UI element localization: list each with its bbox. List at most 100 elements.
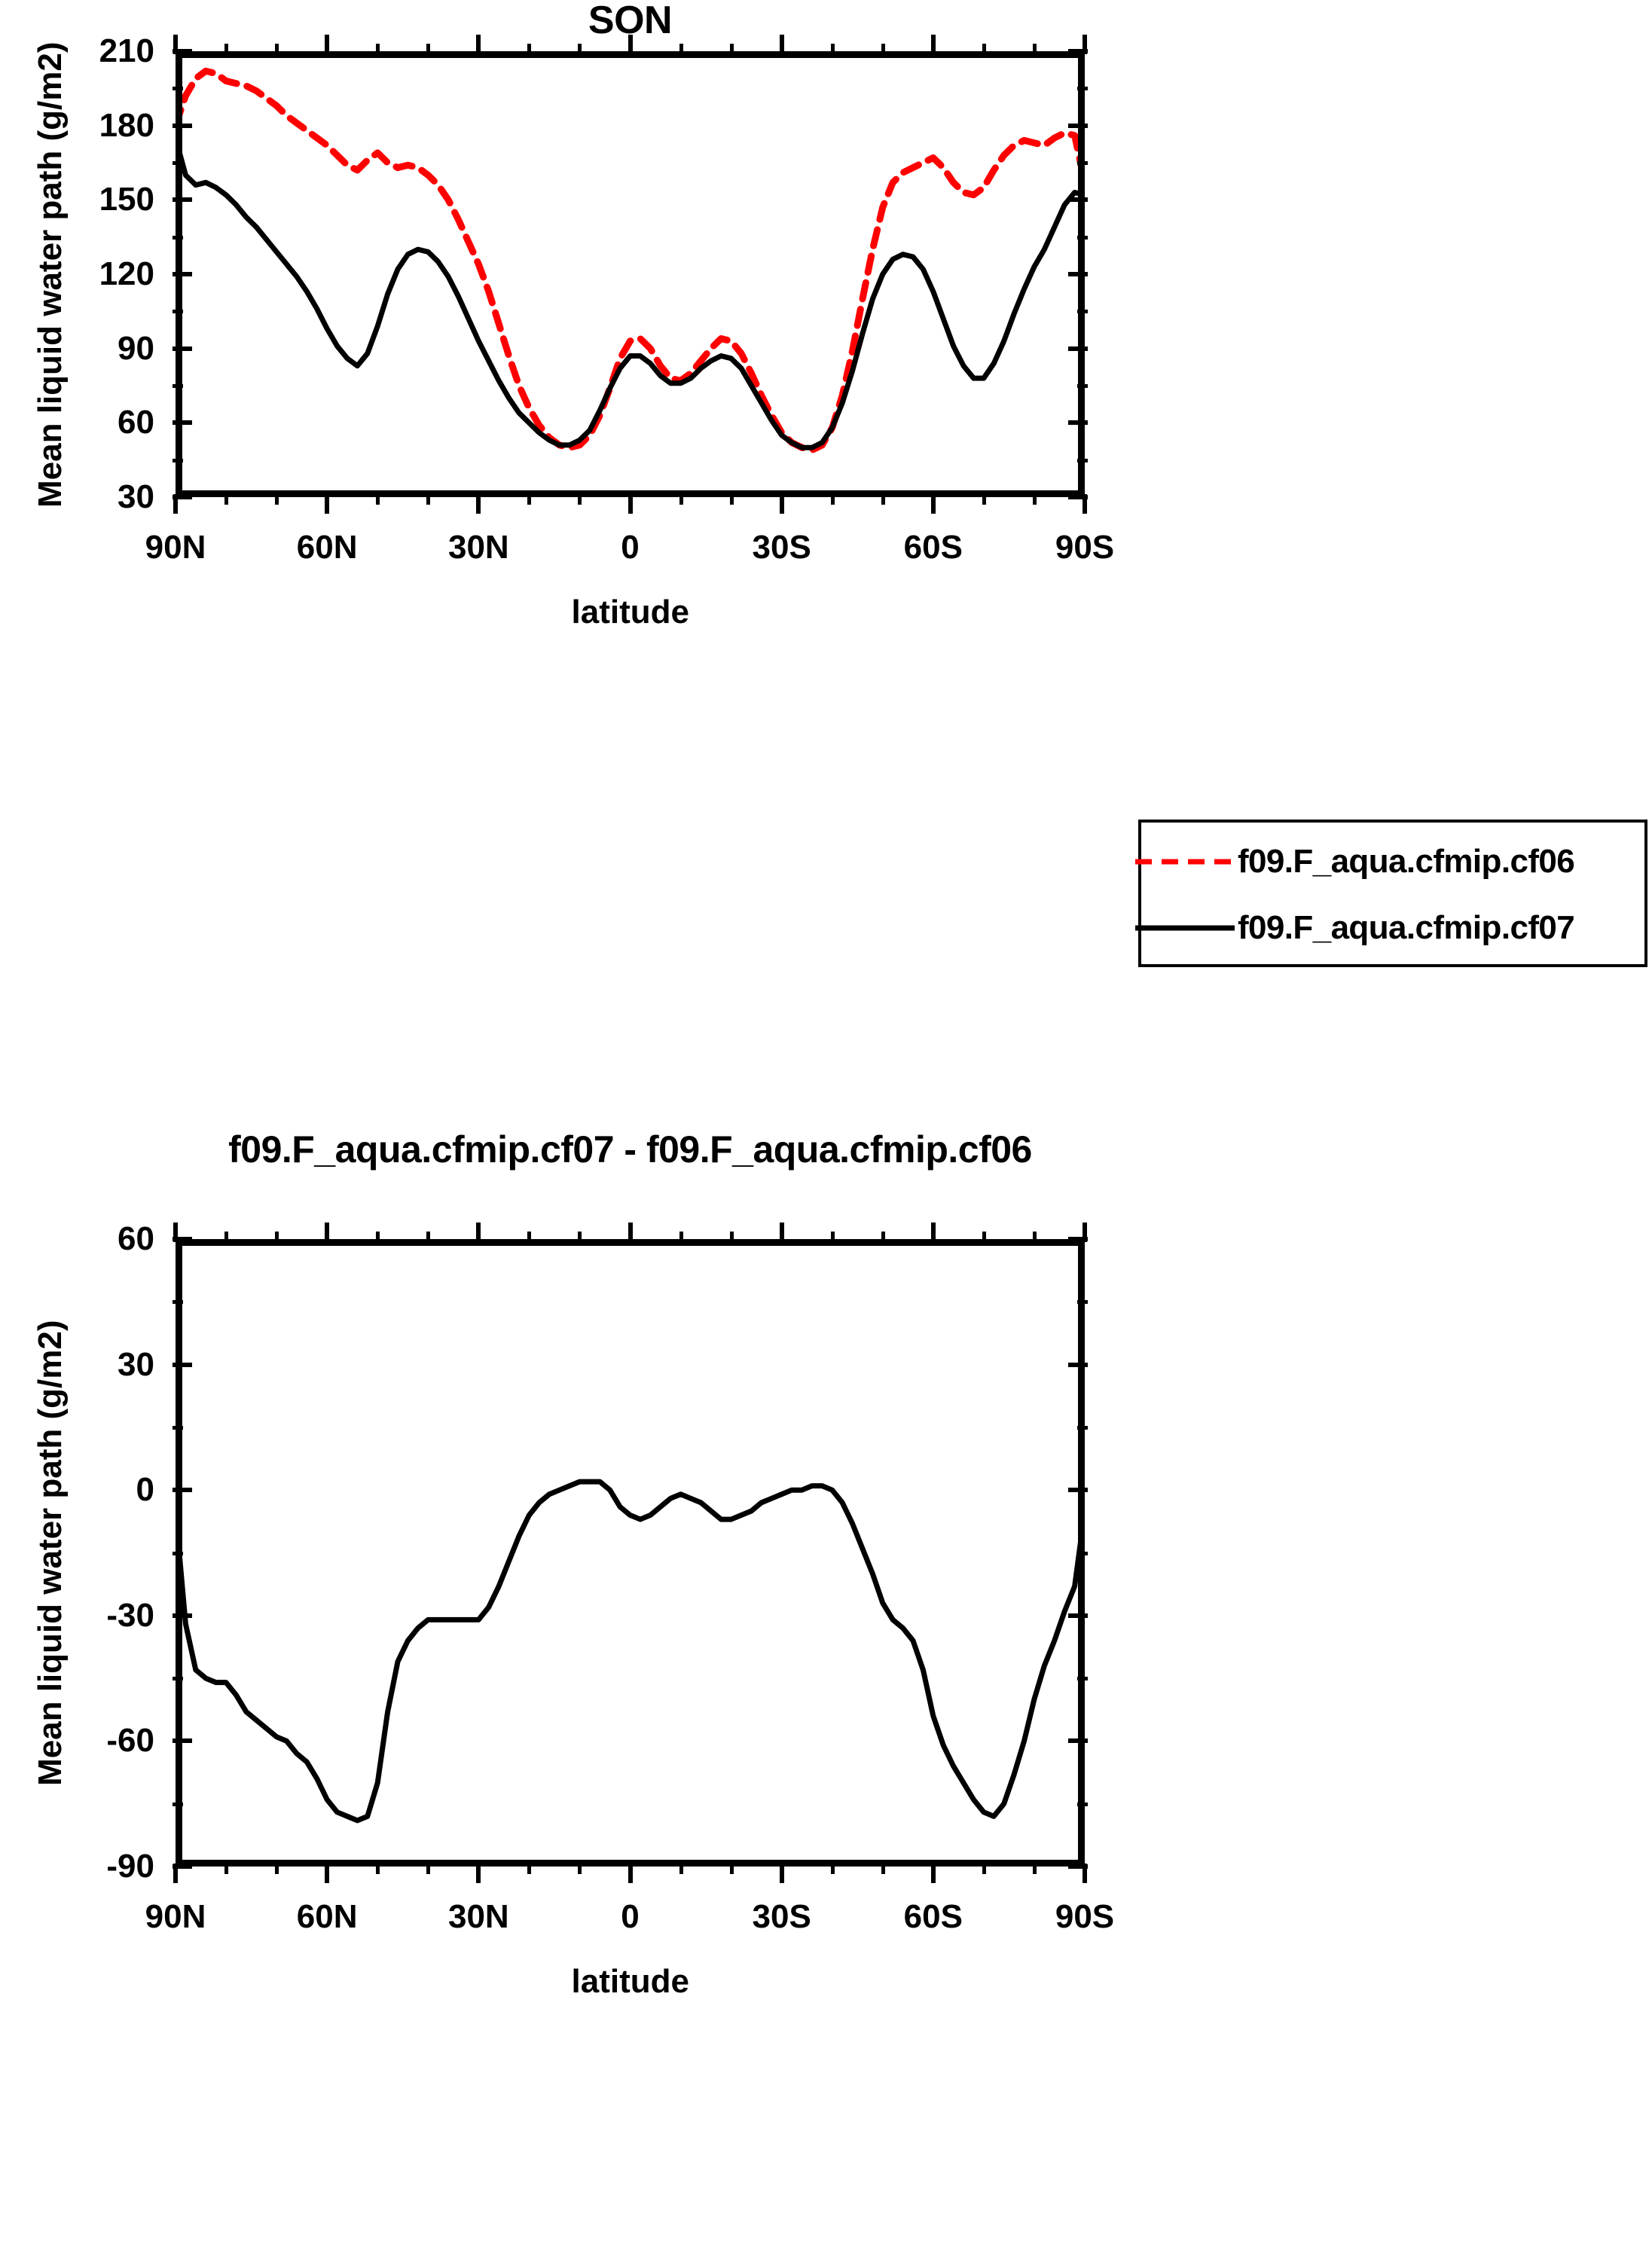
x-minor-tick [224,1864,229,1874]
y-minor-tick [173,1802,183,1806]
y-minor-tick [173,1300,183,1305]
legend-entry-cf07[interactable]: f09.F_aqua.cfmip.cf07 [1135,895,1644,961]
x-tick-label: 90S [1055,529,1115,566]
x-tick-label: 90S [1055,1898,1115,1935]
y-minor-tick-right [1077,310,1088,314]
y-major-tick-right [1068,1738,1088,1744]
y-minor-tick-right [1077,1300,1088,1305]
x-minor-tick-top [1032,1232,1037,1242]
x-major-tick [476,1864,481,1883]
x-minor-tick-top [679,44,683,54]
y-major-tick-right [1068,420,1088,426]
y-tick-label: 120 [99,255,154,292]
x-minor-tick [376,494,380,505]
y-minor-tick [173,1677,183,1681]
y-major-tick-right [1068,495,1088,499]
y-minor-tick-right [1077,1802,1088,1806]
x-major-tick-top [1083,1223,1087,1242]
y-major-tick-right [1068,1362,1088,1367]
y-major-tick-right [1068,49,1088,53]
x-tick-label: 30N [447,529,509,566]
y-minor-tick-right [1077,458,1088,462]
top-frame-top-edge [176,51,1085,58]
x-tick-label: 60N [296,529,358,566]
x-minor-tick-top [982,1232,986,1242]
x-minor-tick [426,494,431,505]
y-major-tick-right [1068,346,1088,351]
y-minor-tick-right [1077,384,1088,388]
x-minor-tick-top [527,1232,532,1242]
y-minor-tick [173,458,183,462]
y-minor-tick-right [1077,161,1088,165]
x-minor-tick-top [830,1232,835,1242]
x-major-tick [173,1864,178,1883]
x-major-tick-top [779,35,784,54]
x-major-tick [779,494,784,514]
y-minor-tick-right [1077,1425,1088,1430]
y-minor-tick [173,1551,183,1555]
y-major-tick [173,123,192,128]
x-major-tick [930,1864,936,1883]
x-minor-tick-top [275,44,279,54]
top-panel-title: SON [588,0,673,42]
y-tick-label: -60 [106,1722,154,1760]
y-major-tick [173,1864,192,1869]
y-minor-tick-right [1077,235,1088,240]
x-minor-tick-top [729,1232,734,1242]
x-major-tick-top [930,1223,936,1242]
series-line [176,135,1085,450]
x-minor-tick-top [729,44,734,54]
x-tick-label: 60N [296,1898,358,1935]
bottom-panel-y-axis-label: Mean liquid water path (g/m2) [32,1320,69,1787]
series-line [176,1479,1085,1824]
x-minor-tick-top [224,44,229,54]
legend-entry-cf06[interactable]: f09.F_aqua.cfmip.cf06 [1135,829,1644,895]
x-minor-tick [982,1864,986,1874]
y-major-tick-right [1068,1613,1088,1618]
y-minor-tick-right [1077,1551,1088,1555]
series-line [176,67,1085,454]
x-major-tick-top [628,1223,633,1242]
x-major-tick-top [476,35,481,54]
y-tick-label: 0 [136,1471,154,1509]
y-tick-label: -90 [106,1848,154,1885]
x-minor-tick-top [376,1232,380,1242]
y-major-tick [173,346,192,351]
y-tick-label: 90 [118,329,154,367]
y-major-tick [173,1237,192,1241]
y-minor-tick [173,310,183,314]
y-minor-tick [173,161,183,165]
y-major-tick-right [1068,272,1088,276]
top-panel-x-axis-label: latitude [571,594,689,630]
y-tick-label: 180 [99,106,154,144]
y-tick-label: -30 [106,1596,154,1634]
x-minor-tick [982,494,986,505]
top-panel-curves [176,67,1085,454]
bottom-frame-bottom-edge [176,1860,1085,1867]
x-minor-tick [679,494,683,505]
x-tick-label: 0 [621,529,640,566]
y-major-tick-right [1068,123,1088,128]
y-major-tick-right [1068,1864,1088,1869]
y-major-tick [173,420,192,426]
y-tick-label: 30 [118,1345,154,1383]
y-major-tick-right [1068,1237,1088,1241]
y-tick-label: 150 [99,181,154,218]
x-major-tick-top [930,35,936,54]
y-minor-tick-right [1077,87,1088,91]
legend-box: f09.F_aqua.cfmip.cf06 f09.F_aqua.cfmip.c… [1135,820,1647,967]
legend-label-cf06: f09.F_aqua.cfmip.cf06 [1238,843,1575,880]
x-minor-tick [376,1864,380,1874]
x-major-tick [779,1864,784,1883]
x-major-tick [628,494,633,514]
y-minor-tick [173,1425,183,1430]
x-minor-tick [426,1864,431,1874]
legend-swatch-solid-black [1132,913,1238,943]
x-tick-label: 60S [903,529,963,566]
y-major-tick [173,1362,192,1367]
y-major-tick [173,1488,192,1493]
x-minor-tick [830,1864,835,1874]
x-major-tick [476,494,481,514]
x-minor-tick [679,1864,683,1874]
x-minor-tick-top [426,1232,431,1242]
